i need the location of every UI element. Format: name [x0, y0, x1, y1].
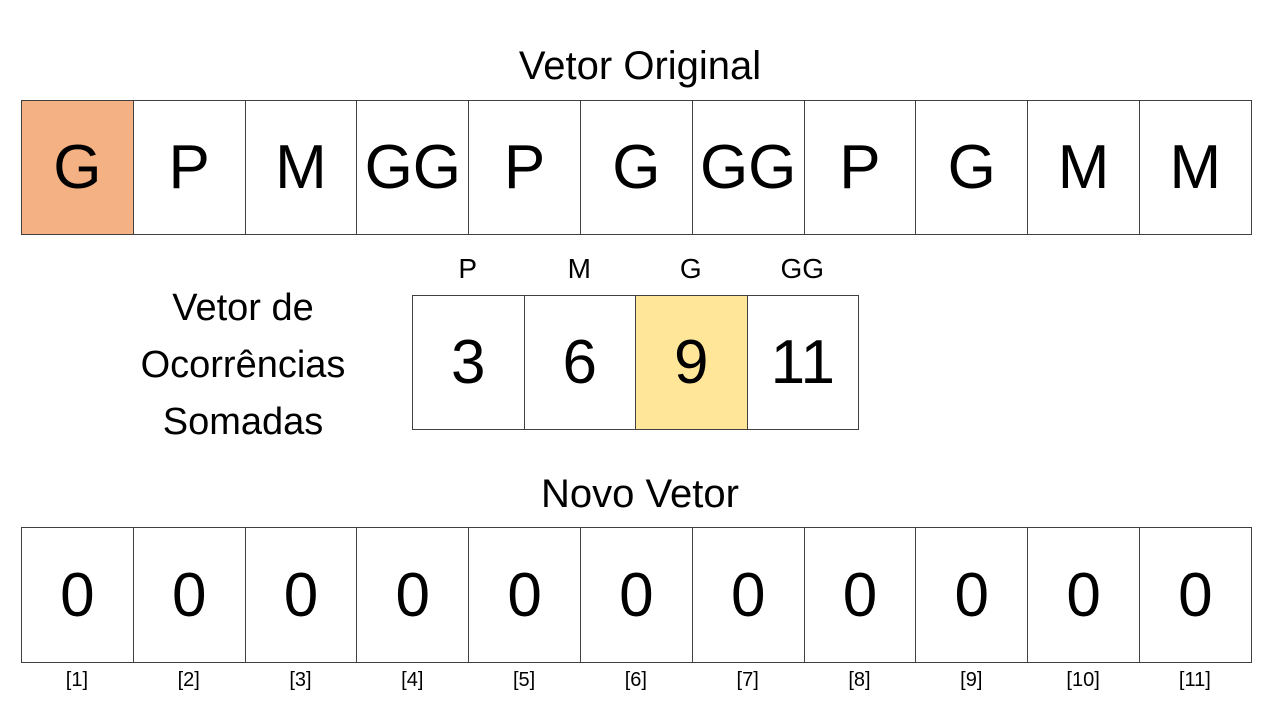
original-cell: P [132, 100, 246, 235]
occurrence-header: G [679, 253, 702, 284]
index-label: [7] [736, 669, 759, 691]
occurrences-label-line: Vetor de [172, 287, 314, 329]
original-vector-title: Vetor Original [518, 44, 762, 88]
new-vector-indices: [1] [2] [3] [4] [5] [6] [7] [8] [9] [10]… [21, 668, 1251, 692]
original-cell: M [1027, 100, 1140, 235]
occurrences-label-line: Ocorrências [140, 344, 346, 386]
original-cell: G [915, 100, 1029, 235]
index-label: [5] [512, 669, 536, 691]
occurrence-header: M [567, 253, 591, 284]
original-cell: G [579, 100, 693, 235]
new-vector-cell: 0 [691, 527, 805, 663]
new-vector-cell: 0 [1138, 527, 1252, 663]
occurrence-cell: 11 [746, 295, 859, 430]
new-vector-cell: 0 [244, 527, 358, 663]
new-vector-cell: 0 [915, 527, 1029, 663]
new-vector-cell: 0 [803, 527, 917, 663]
occurrences-headers: P M G GG [412, 252, 858, 286]
occurrence-header: GG [780, 253, 825, 284]
original-cell: G [21, 100, 134, 235]
original-cell: P [468, 100, 581, 235]
occurrence-cell: 6 [523, 295, 636, 430]
new-vector-title: Novo Vetor [541, 472, 739, 516]
occurrences-vector: 3 6 9 11 [412, 295, 859, 430]
index-label: [10] [1066, 669, 1100, 691]
occurrence-cell: 9 [635, 295, 748, 430]
new-vector-cell: 0 [579, 527, 693, 663]
index-label: [3] [289, 669, 312, 691]
original-cell: M [244, 100, 358, 235]
original-cell: GG [691, 100, 805, 235]
index-label: [4] [401, 669, 424, 691]
new-vector-cell: 0 [21, 527, 134, 663]
original-cell: P [803, 100, 917, 235]
index-label: [2] [177, 669, 200, 691]
index-label: [1] [65, 669, 89, 691]
index-label: [11] [1178, 669, 1211, 691]
occurrence-cell: 3 [412, 295, 525, 430]
original-cell: GG [356, 100, 470, 235]
occurrences-label: Vetor de Ocorrências Somadas [110, 280, 376, 451]
index-label: [8] [848, 669, 871, 691]
occurrence-header: P [458, 253, 478, 284]
new-vector-cell: 0 [356, 527, 470, 663]
index-label: [6] [624, 669, 647, 691]
original-vector: G P M GG P G GG P G M M [21, 100, 1252, 235]
original-cell: M [1138, 100, 1252, 235]
new-vector-cell: 0 [468, 527, 581, 663]
new-vector-cell: 0 [1027, 527, 1140, 663]
occurrences-label-line: Somadas [162, 401, 324, 443]
new-vector-cell: 0 [132, 527, 246, 663]
index-label: [9] [960, 669, 983, 691]
new-vector: 0 0 0 0 0 0 0 0 0 0 0 [21, 527, 1252, 663]
